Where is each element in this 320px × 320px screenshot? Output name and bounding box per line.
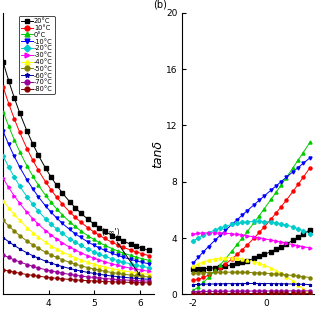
Text: (ε∞'): (ε∞') — [101, 228, 140, 276]
Legend: 20°C, 10°C, 0°C, -10°C, -20°C, -30°C, -40°C, -50°C, -60°C, -70°C, -80°C: 20°C, 10°C, 0°C, -10°C, -20°C, -30°C, -4… — [19, 16, 55, 94]
Y-axis label: ε: ε — [0, 150, 2, 157]
Text: (b): (b) — [154, 0, 167, 10]
Y-axis label: tanδ: tanδ — [152, 140, 165, 168]
